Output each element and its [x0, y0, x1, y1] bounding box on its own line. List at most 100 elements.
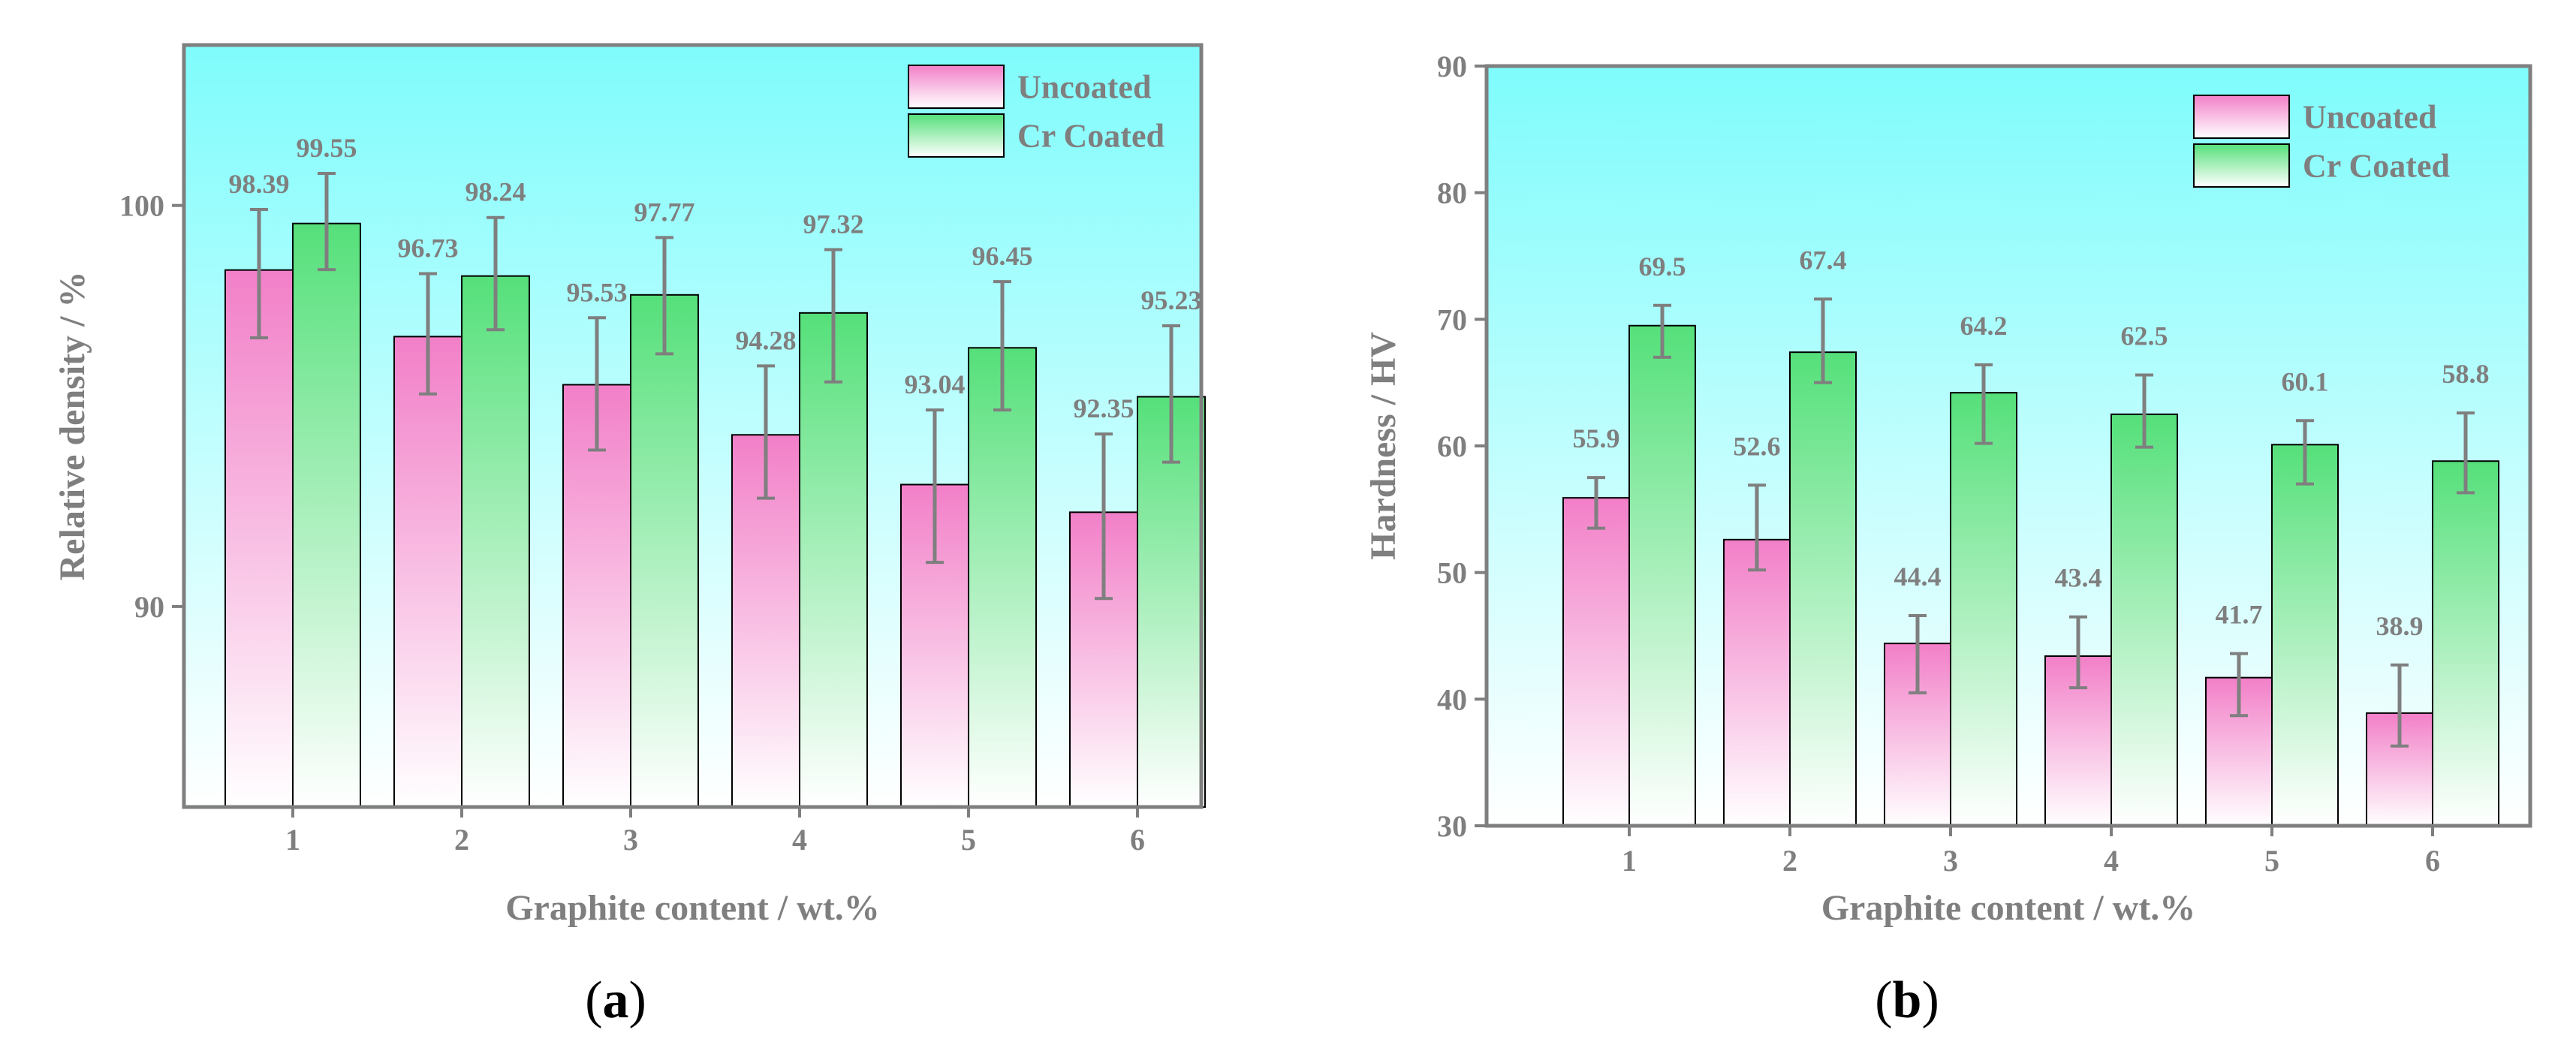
y-tick-label-30-b: 30	[1437, 809, 1467, 843]
legend-swatch-uncoated-a	[908, 65, 1005, 109]
bar-coated-4-a	[799, 312, 868, 808]
x-axis-title-b: Graphite content / wt.%	[1821, 888, 2196, 928]
bar-coated-3-b	[1950, 392, 2017, 827]
y-tick-label-100-a: 100	[119, 189, 164, 223]
error-bar-coated-1-a	[318, 171, 336, 272]
bar-coated-6-b	[2432, 460, 2499, 827]
error-bar-coated-2-a	[487, 215, 505, 332]
value-label-uncoated-6-a: 92.35	[1074, 393, 1134, 423]
bar-uncoated-2-a	[393, 336, 462, 809]
value-label-coated-3-a: 97.77	[634, 197, 695, 227]
error-bar-uncoated-2-b	[1748, 483, 1766, 572]
bar-coated-1-a	[292, 222, 361, 808]
error-bar-uncoated-4-b	[2069, 615, 2087, 690]
plot-frame-a	[182, 43, 1204, 809]
bar-uncoated-3-a	[562, 384, 631, 808]
chart-panel-b: 55.9 69.5 1 52.6 67.4 2 44.4 64.2 3 43.4 62.5 4 41.7…	[1363, 50, 2532, 928]
bar-coated-2-b	[1789, 351, 1857, 827]
y-tick-label-60-b: 60	[1437, 429, 1467, 463]
error-bar-uncoated-1-a	[250, 208, 268, 339]
value-label-uncoated-1-b: 55.9	[1573, 423, 1620, 453]
y-tick-label-80-b: 80	[1437, 176, 1467, 210]
bar-coated-1-b	[1628, 324, 1696, 827]
legend-swatch-uncoated-b	[2193, 95, 2290, 139]
legend-label-uncoated-b: Uncoated	[2303, 99, 2436, 136]
legend-label-coated-a: Cr Coated	[1017, 118, 1164, 155]
x-tick-label-2-b: 2	[1782, 844, 1797, 878]
x-tick-label-2-a: 2	[454, 823, 469, 857]
legend-label-uncoated-a: Uncoated	[1017, 69, 1151, 106]
error-bar-uncoated-3-b	[1909, 614, 1927, 694]
legend-swatch-coated-a	[908, 113, 1005, 158]
value-label-coated-4-b: 62.5	[2121, 321, 2168, 351]
value-label-coated-4-a: 97.32	[803, 209, 864, 239]
y-axis-title-a: Relative density / %	[53, 272, 92, 581]
x-tick-label-4-a: 4	[792, 823, 807, 857]
value-label-uncoated-1-a: 98.39	[229, 169, 290, 199]
bar-coated-4-b	[2111, 413, 2178, 827]
x-tick-label-4-b: 4	[2104, 844, 2119, 878]
x-tick-label-6-a: 6	[1130, 823, 1145, 857]
error-bar-coated-5-a	[993, 280, 1011, 412]
value-label-coated-1-a: 99.55	[297, 133, 357, 163]
error-bar-uncoated-1-b	[1587, 476, 1605, 530]
y-tick-label-90-b: 90	[1437, 50, 1467, 83]
value-label-uncoated-5-a: 93.04	[905, 369, 966, 399]
value-label-coated-2-a: 98.24	[465, 177, 526, 207]
value-label-uncoated-2-a: 96.73	[398, 233, 459, 263]
bar-uncoated-1-a	[224, 269, 294, 809]
bar-coated-5-a	[968, 347, 1037, 809]
error-bar-coated-5-b	[2296, 419, 2314, 486]
x-tick-label-6-b: 6	[2425, 844, 2440, 878]
error-bar-uncoated-2-a	[419, 272, 437, 396]
error-bar-coated-6-a	[1162, 324, 1180, 464]
y-tick-label-70-b: 70	[1437, 303, 1467, 336]
bar-coated-5-b	[2271, 444, 2339, 827]
error-bar-uncoated-6-b	[2391, 663, 2409, 748]
y-tick-label-90-a: 90	[134, 590, 164, 624]
value-label-coated-2-b: 67.4	[1800, 245, 1847, 275]
x-tick-label-3-a: 3	[623, 823, 638, 857]
value-label-uncoated-6-b: 38.9	[2376, 611, 2424, 641]
value-label-coated-6-b: 58.8	[2442, 359, 2490, 389]
x-tick-label-5-b: 5	[2264, 844, 2279, 878]
error-bar-coated-3-b	[1975, 363, 1993, 445]
bar-coated-3-a	[630, 294, 699, 808]
value-label-coated-6-a: 95.23	[1141, 285, 1202, 315]
x-tick-label-5-a: 5	[961, 823, 976, 857]
error-bar-uncoated-3-a	[588, 316, 606, 452]
legend-label-coated-b: Cr Coated	[2303, 148, 2450, 185]
error-bar-coated-2-b	[1814, 297, 1832, 384]
error-bar-coated-6-b	[2457, 411, 2475, 495]
value-label-coated-5-b: 60.1	[2282, 366, 2329, 396]
error-bar-coated-1-b	[1653, 303, 1671, 359]
bar-coated-2-a	[461, 275, 530, 808]
error-bar-uncoated-5-a	[926, 408, 944, 565]
value-label-uncoated-3-a: 95.53	[567, 277, 628, 307]
error-bar-coated-4-a	[824, 248, 842, 384]
panel-letter-b: b	[1893, 971, 1922, 1029]
value-label-uncoated-2-b: 52.6	[1734, 431, 1781, 461]
legend-a: Uncoated Cr Coated	[908, 65, 1164, 158]
x-tick-label-3-b: 3	[1943, 844, 1958, 878]
legend-swatch-coated-b	[2193, 143, 2290, 188]
value-label-uncoated-5-b: 41.7	[2216, 600, 2263, 630]
x-axis-title-a: Graphite content / wt.%	[505, 888, 880, 928]
y-axis-title-b: Hardness / HV	[1363, 332, 1403, 560]
y-tick-label-50-b: 50	[1437, 556, 1467, 590]
y-tick-label-40-b: 40	[1437, 682, 1467, 716]
panel-label-a: (a)	[585, 971, 646, 1029]
bar-uncoated-1-b	[1562, 497, 1630, 827]
error-bar-uncoated-6-a	[1095, 432, 1113, 601]
bar-coated-6-a	[1137, 396, 1206, 808]
legend-b: Uncoated Cr Coated	[2193, 95, 2450, 188]
error-bar-coated-3-a	[655, 236, 673, 356]
value-label-coated-5-a: 96.45	[972, 241, 1033, 271]
x-tick-label-1-a: 1	[285, 823, 300, 857]
value-label-coated-3-b: 64.2	[1960, 311, 2008, 341]
error-bar-uncoated-5-b	[2230, 652, 2248, 718]
error-bar-uncoated-4-a	[757, 364, 775, 500]
x-tick-label-1-b: 1	[1622, 844, 1637, 878]
